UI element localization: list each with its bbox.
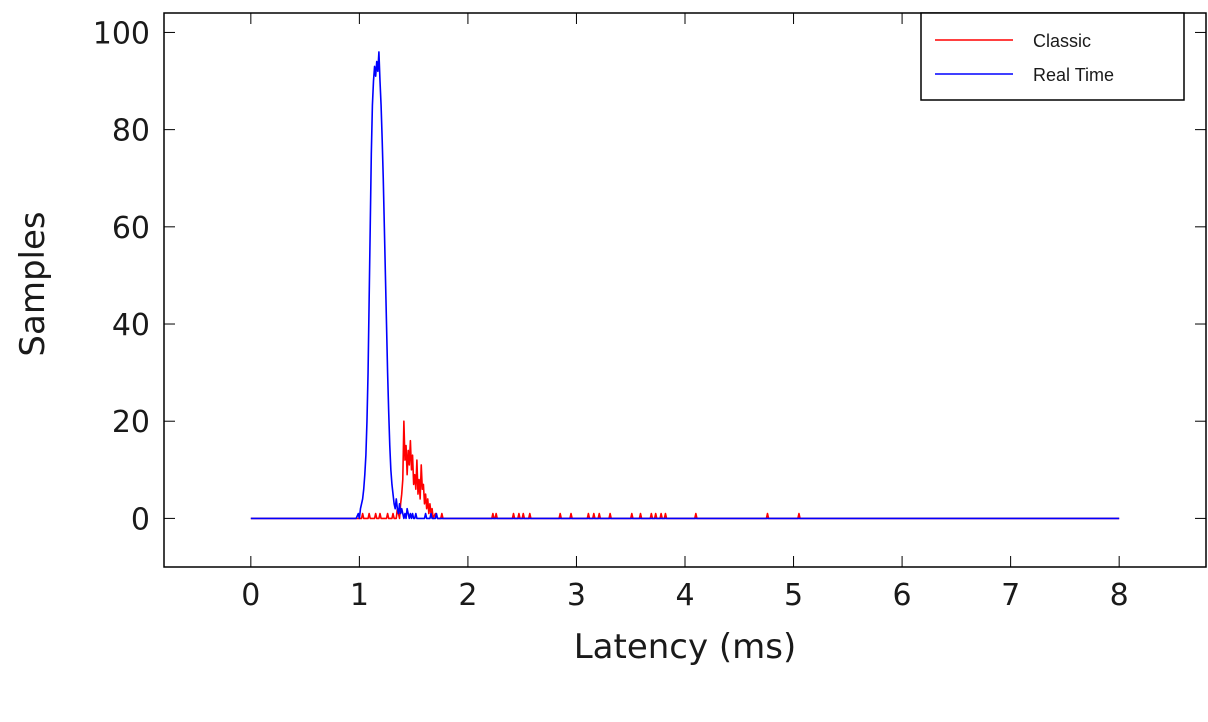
x-tick-labels: 0 1 2 3 4 5 6 7 8 (241, 578, 1128, 613)
y-tick-label-0: 0 (131, 502, 150, 537)
x-tick-label-1: 1 (350, 578, 369, 613)
y-tick-label-80: 80 (112, 114, 150, 149)
legend-label-classic: Classic (1033, 31, 1091, 51)
legend: Classic Real Time (920, 12, 1185, 101)
legend-box (920, 12, 1185, 101)
x-tick-label-5: 5 (784, 578, 803, 613)
x-tick-label-8: 8 (1110, 578, 1129, 613)
x-tick-label-7: 7 (1001, 578, 1020, 613)
y-tick-label-60: 60 (112, 211, 150, 246)
series-line-real-time (250, 51, 1120, 520)
legend-label-real-time: Real Time (1033, 65, 1114, 85)
x-axis-title: Latency (ms) (574, 627, 797, 667)
series-line-classic (250, 420, 1120, 520)
y-tick-label-20: 20 (112, 405, 150, 440)
x-tick-label-6: 6 (893, 578, 912, 613)
x-tick-label-4: 4 (675, 578, 694, 613)
x-tick-label-0: 0 (241, 578, 260, 613)
series-layer (250, 51, 1120, 520)
x-tick-label-3: 3 (567, 578, 586, 613)
y-axis-title: Samples (13, 211, 53, 356)
plot-frame (163, 12, 1207, 568)
y-tick-labels: 0 20 40 60 80 100 (93, 16, 150, 537)
y-tick-label-40: 40 (112, 308, 150, 343)
y-tick-label-100: 100 (93, 16, 150, 51)
x-tick-label-2: 2 (458, 578, 477, 613)
